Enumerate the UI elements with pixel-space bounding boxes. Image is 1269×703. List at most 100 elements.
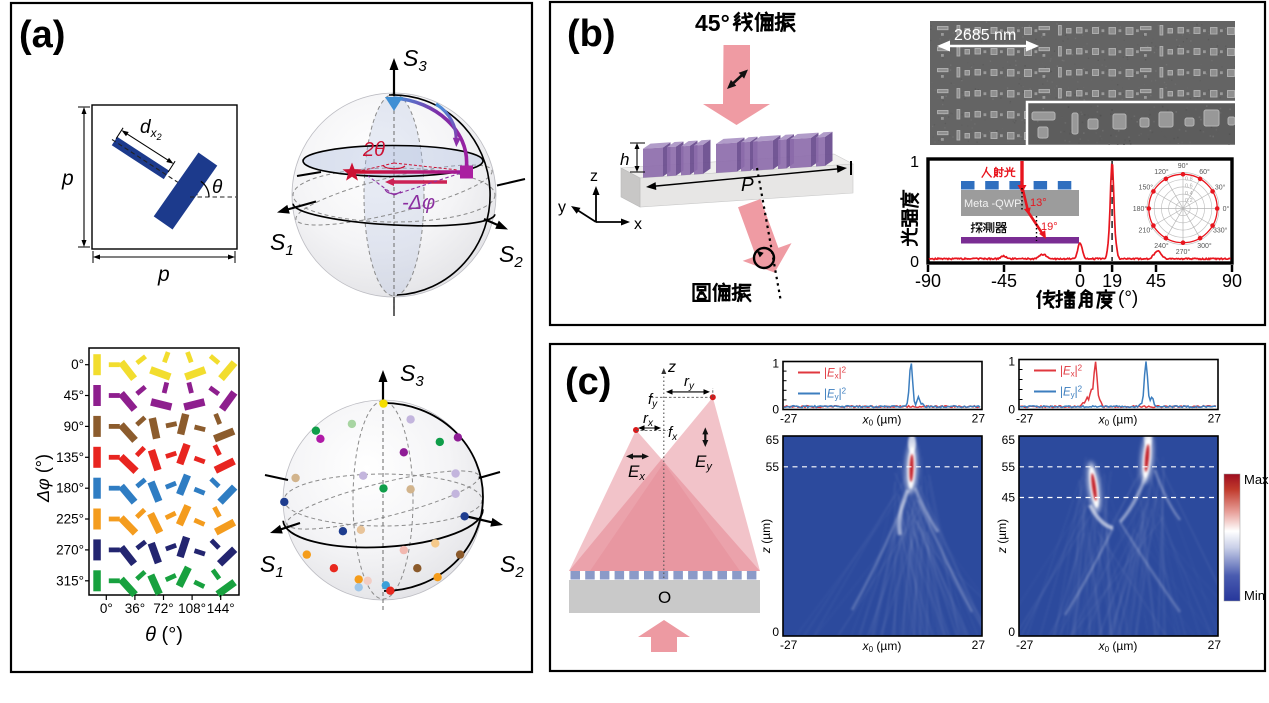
- svg-text:|Ex|2: |Ex|2: [824, 366, 847, 381]
- svg-text:90: 90: [1222, 271, 1242, 291]
- svg-text:-45: -45: [991, 271, 1017, 291]
- svg-text:180°: 180°: [56, 481, 84, 496]
- svg-text:-27: -27: [1016, 412, 1034, 426]
- svg-text:0.4: 0.4: [1185, 191, 1193, 197]
- svg-text:S2: S2: [499, 241, 523, 271]
- svg-text:fy: fy: [648, 391, 658, 410]
- svg-text:0: 0: [1008, 403, 1015, 417]
- svg-text:z: z: [590, 168, 598, 185]
- svg-text:S2: S2: [500, 551, 524, 581]
- svg-text:(a): (a): [19, 14, 65, 56]
- svg-text:(b): (b): [567, 13, 616, 55]
- svg-text:0°: 0°: [1223, 205, 1230, 213]
- svg-text:2θ: 2θ: [362, 139, 385, 161]
- svg-text:-27: -27: [1016, 638, 1034, 652]
- svg-text:60°: 60°: [1199, 168, 1210, 176]
- svg-text:θ: θ: [212, 177, 223, 198]
- svg-text:330°: 330°: [1213, 227, 1228, 235]
- svg-text:90°: 90°: [1178, 162, 1189, 170]
- svg-text:O: O: [658, 588, 671, 607]
- svg-text:-27: -27: [780, 412, 798, 426]
- svg-text:S3: S3: [403, 45, 427, 75]
- svg-text:dx2: dx2: [140, 117, 162, 142]
- svg-text:19: 19: [1102, 271, 1122, 291]
- svg-text:|Ey|2: |Ey|2: [824, 387, 847, 402]
- svg-text:72°: 72°: [153, 601, 173, 616]
- svg-text:27: 27: [972, 638, 986, 652]
- svg-text:36°: 36°: [125, 601, 145, 616]
- svg-text:S1: S1: [260, 551, 284, 581]
- svg-text:x0 (µm): x0 (µm): [1098, 639, 1138, 654]
- svg-text:x0 (µm): x0 (µm): [1098, 413, 1138, 428]
- svg-text:-27: -27: [780, 638, 798, 652]
- svg-text:-90: -90: [915, 271, 941, 291]
- svg-text:65: 65: [1002, 433, 1016, 447]
- svg-text:180°: 180°: [1133, 205, 1148, 213]
- svg-text:225°: 225°: [56, 512, 84, 527]
- svg-text:240°: 240°: [1154, 242, 1169, 250]
- svg-text:θ (°): θ (°): [145, 624, 183, 646]
- svg-text:1: 1: [910, 154, 919, 171]
- svg-text:108°: 108°: [178, 601, 206, 616]
- svg-text:0: 0: [772, 403, 779, 417]
- svg-text:45: 45: [1002, 491, 1016, 505]
- svg-text:|Ex|2: |Ex|2: [1060, 364, 1083, 379]
- svg-text:150°: 150°: [1139, 184, 1154, 192]
- svg-text:135°: 135°: [56, 450, 84, 465]
- svg-text:Meta -QWP: Meta -QWP: [964, 198, 1021, 210]
- svg-text:27: 27: [1208, 412, 1222, 426]
- svg-text:(c): (c): [565, 361, 611, 403]
- svg-text:27: 27: [972, 412, 986, 426]
- svg-text:55: 55: [1002, 460, 1016, 474]
- svg-text:0: 0: [772, 625, 779, 639]
- svg-text:1: 1: [1008, 355, 1015, 369]
- svg-text:0: 0: [1075, 271, 1085, 291]
- svg-text:rx: rx: [643, 410, 654, 429]
- svg-text:30°: 30°: [1215, 184, 1226, 192]
- svg-text:0: 0: [1008, 625, 1015, 639]
- svg-text:p: p: [61, 167, 74, 190]
- svg-text:fx: fx: [668, 424, 678, 443]
- svg-text:270°: 270°: [56, 542, 84, 557]
- svg-text:Min: Min: [1244, 588, 1265, 603]
- svg-text:270°: 270°: [1176, 248, 1191, 256]
- svg-text:-Δφ: -Δφ: [402, 192, 435, 214]
- svg-text:144°: 144°: [207, 601, 235, 616]
- svg-text:45°: 45°: [695, 10, 730, 36]
- svg-text:ry: ry: [684, 373, 695, 392]
- svg-text:S3: S3: [400, 360, 424, 390]
- svg-text:13°: 13°: [1030, 197, 1047, 209]
- svg-text:S1: S1: [270, 229, 294, 259]
- svg-text:0°: 0°: [100, 601, 113, 616]
- svg-text:0.6: 0.6: [1185, 184, 1193, 190]
- svg-text:315°: 315°: [56, 573, 84, 588]
- svg-text:2685 nm: 2685 nm: [954, 27, 1016, 44]
- svg-text:19°: 19°: [1041, 221, 1058, 233]
- svg-text:x0 (µm): x0 (µm): [862, 639, 902, 654]
- svg-text:|Ey|2: |Ey|2: [1060, 385, 1083, 400]
- svg-text:210°: 210°: [1139, 227, 1154, 235]
- svg-text:h: h: [620, 150, 629, 169]
- svg-text:45°: 45°: [64, 388, 84, 403]
- svg-text:300°: 300°: [1197, 242, 1212, 250]
- svg-text:65: 65: [766, 433, 780, 447]
- svg-text:1: 1: [772, 357, 779, 371]
- svg-text:45: 45: [1146, 271, 1166, 291]
- svg-text:Max: Max: [1244, 472, 1269, 487]
- svg-text:(°): (°): [1118, 288, 1138, 309]
- svg-text:0: 0: [910, 254, 919, 271]
- svg-text:z (µm): z (µm): [995, 519, 1009, 554]
- svg-text:0°: 0°: [71, 357, 84, 372]
- svg-text:z: z: [667, 359, 676, 376]
- svg-text:y: y: [558, 199, 566, 216]
- svg-text:0.8: 0.8: [1185, 176, 1193, 182]
- svg-text:P: P: [741, 175, 754, 196]
- svg-text:55: 55: [766, 460, 780, 474]
- svg-text:x0 (µm): x0 (µm): [862, 413, 902, 428]
- svg-text:0.2: 0.2: [1185, 198, 1193, 204]
- svg-text:120°: 120°: [1154, 168, 1169, 176]
- svg-text:27: 27: [1208, 638, 1222, 652]
- svg-text:x: x: [634, 216, 642, 233]
- svg-text:90°: 90°: [64, 419, 84, 434]
- svg-text:p: p: [157, 263, 170, 286]
